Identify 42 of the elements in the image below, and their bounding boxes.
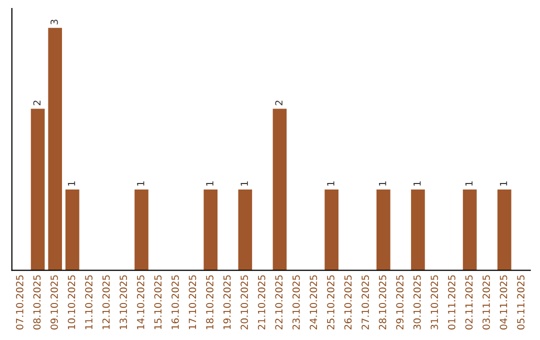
data-label: 1 bbox=[465, 181, 472, 186]
x-tick-label: 02.11.2025 bbox=[465, 275, 473, 330]
x-tick-label: 31.10.2025 bbox=[430, 275, 438, 330]
x-tick-label: 07.10.2025 bbox=[16, 275, 24, 330]
data-label: 1 bbox=[206, 181, 214, 186]
x-tick-label: 23.10.2025 bbox=[292, 275, 300, 330]
x-tick-label: 16.10.2025 bbox=[172, 275, 179, 330]
x-tick-label: 19.10.2025 bbox=[223, 275, 231, 330]
x-tick-label: 03.11.2025 bbox=[482, 275, 490, 330]
x-tick-label: 20.10.2025 bbox=[240, 275, 248, 330]
x-tick-label: 09.10.2025 bbox=[50, 275, 58, 330]
x-tick-label: 21.10.2025 bbox=[258, 275, 266, 330]
x-tick-label: 11.10.2025 bbox=[85, 275, 92, 330]
x-tick-label: 28.10.2025 bbox=[378, 275, 386, 330]
data-label: 1 bbox=[137, 181, 144, 186]
data-label: 2 bbox=[33, 100, 40, 106]
x-tick-label: 18.10.2025 bbox=[206, 275, 214, 330]
data-label: 1 bbox=[378, 181, 386, 186]
x-tick-label: 30.10.2025 bbox=[413, 275, 421, 330]
x-tick-label: 05.11.2025 bbox=[517, 275, 524, 330]
x-tick-label: 08.10.2025 bbox=[33, 275, 41, 330]
x-tick-label: 04.11.2025 bbox=[500, 275, 508, 330]
x-tick-label: 13.10.2025 bbox=[120, 275, 128, 330]
x-tick-label: 01.11.2025 bbox=[448, 275, 456, 330]
data-label: 3 bbox=[50, 20, 58, 24]
data-label: 1 bbox=[414, 181, 421, 186]
x-tick-label: 14.10.2025 bbox=[136, 275, 144, 330]
x-tick-label: 17.10.2025 bbox=[188, 275, 196, 330]
x-tick-label: 27.10.2025 bbox=[362, 275, 369, 330]
x-tick-label: 12.10.2025 bbox=[102, 275, 110, 330]
data-label: 1 bbox=[68, 181, 76, 186]
x-tick-label: 24.10.2025 bbox=[310, 275, 318, 330]
x-tick-label: 26.10.2025 bbox=[344, 275, 352, 330]
x-tick-label: 15.10.2025 bbox=[154, 275, 162, 330]
x-tick-label: 29.10.2025 bbox=[396, 275, 404, 330]
x-tick-label: 10.10.2025 bbox=[68, 275, 76, 330]
x-tick-label: 25.10.2025 bbox=[327, 275, 334, 330]
data-label: 2 bbox=[275, 100, 282, 106]
x-tick-label: 22.10.2025 bbox=[275, 275, 283, 330]
data-label: 1 bbox=[327, 181, 334, 186]
data-label: 1 bbox=[500, 181, 508, 186]
data-label: 1 bbox=[240, 181, 248, 186]
